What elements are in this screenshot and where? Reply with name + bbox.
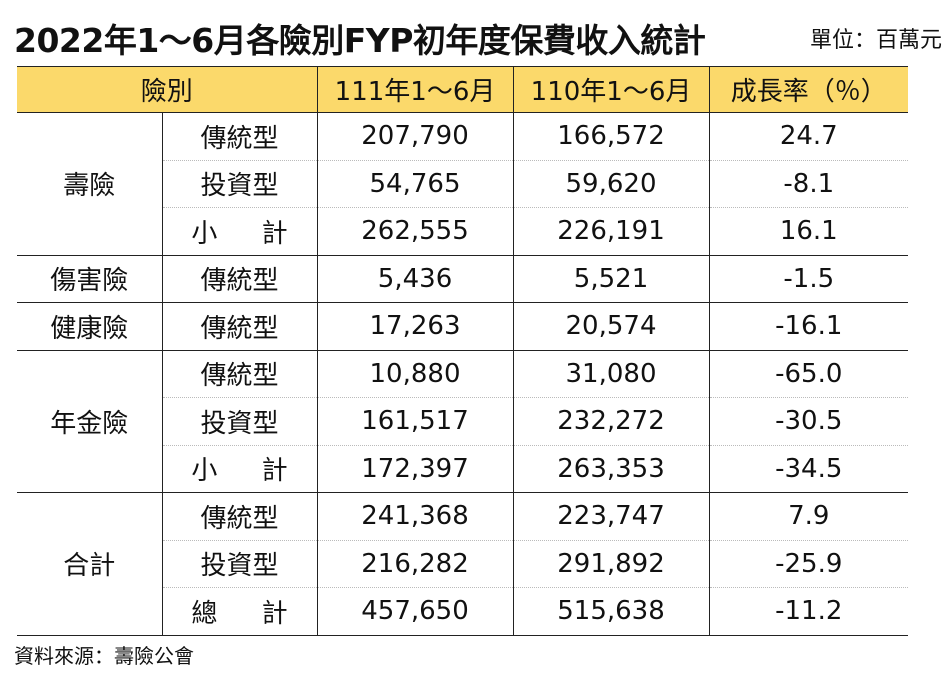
growth-cell: -65.0 xyxy=(708,349,909,398)
type-cell: 小 計 xyxy=(162,207,318,256)
type-label: 小 計 xyxy=(191,456,306,487)
growth-cell: -8.1 xyxy=(708,159,909,208)
source-note: 資料來源：壽險公會 xyxy=(14,644,194,668)
header-110: 110年1～6月 xyxy=(512,66,710,113)
growth-cell: -1.5 xyxy=(708,254,909,303)
value-110-cell: 5,521 xyxy=(512,254,710,303)
type-cell: 傳統型 xyxy=(161,112,318,161)
fyp-table: 險別 111年1～6月 110年1～6月 成長率（％） 壽險 傳統型 207,790… xyxy=(17,66,909,636)
table-header-row: 險別 111年1～6月 110年1～6月 成長率（％） xyxy=(17,66,909,113)
table-row: 總 計 457,650 515,638 -11.2 xyxy=(17,587,909,636)
value-111-cell: 5,436 xyxy=(316,254,514,303)
value-111-cell: 207,790 xyxy=(316,112,514,161)
table-row: 小 計 172,397 263,353 -34.5 xyxy=(17,444,909,493)
header-growth: 成長率（％） xyxy=(708,66,909,113)
value-111-cell: 172,397 xyxy=(316,444,514,493)
growth-cell: 7.9 xyxy=(708,492,909,541)
value-111-cell: 10,880 xyxy=(316,349,514,398)
value-111-cell: 54,765 xyxy=(316,159,514,208)
table-body: 壽險 傳統型 207,790 166,572 24.7 投資型 54,765 59,620 -8… xyxy=(17,112,909,636)
category-cell: 傷害險 xyxy=(17,254,163,303)
value-110-cell: 515,638 xyxy=(512,587,710,636)
value-110-cell: 59,620 xyxy=(512,159,710,208)
type-cell: 傳統型 xyxy=(161,254,318,303)
value-110-cell: 31,080 xyxy=(512,349,710,398)
type-cell: 投資型 xyxy=(162,397,318,446)
value-111-cell: 241,368 xyxy=(316,492,514,541)
table-row: 合計 傳統型 241,368 223,747 7.9 xyxy=(17,492,909,636)
value-110-cell: 232,272 xyxy=(512,397,710,446)
value-111-cell: 17,263 xyxy=(316,302,514,351)
type-label: 小 計 xyxy=(191,218,306,249)
type-cell: 小 計 xyxy=(162,444,318,493)
value-110-cell: 223,747 xyxy=(512,492,710,541)
page-title: 2022年1～6月各險別FYP初年度保費收入統計 xyxy=(14,21,706,60)
value-111-cell: 262,555 xyxy=(316,207,514,256)
value-111-cell: 161,517 xyxy=(316,397,514,446)
header-category: 險別 xyxy=(17,66,318,113)
type-cell: 傳統型 xyxy=(161,492,318,541)
growth-cell: -25.9 xyxy=(708,539,909,588)
type-cell: 傳統型 xyxy=(161,302,318,351)
type-cell: 投資型 xyxy=(162,539,318,588)
value-110-cell: 291,892 xyxy=(512,539,710,588)
value-111-cell: 216,282 xyxy=(316,539,514,588)
table-row: 健康險 傳統型 17,263 20,574 -16.1 xyxy=(17,302,909,351)
unit-label: 單位：百萬元 xyxy=(809,28,942,53)
table-row: 投資型 161,517 232,272 -30.5 xyxy=(17,397,909,446)
growth-cell: 16.1 xyxy=(708,207,909,256)
table-row: 小 計 262,555 226,191 16.1 xyxy=(17,207,909,256)
type-cell: 投資型 xyxy=(162,159,318,208)
growth-cell: -30.5 xyxy=(708,397,909,446)
growth-cell: -34.5 xyxy=(708,444,909,493)
table-row: 投資型 216,282 291,892 -25.9 xyxy=(17,539,909,588)
growth-cell: -16.1 xyxy=(708,302,909,351)
table-row: 年金險 傳統型 10,880 31,080 -65.0 xyxy=(17,349,909,493)
value-110-cell: 166,572 xyxy=(512,112,710,161)
category-cell: 健康險 xyxy=(17,302,163,351)
category-cell: 年金險 xyxy=(17,349,163,493)
value-110-cell: 226,191 xyxy=(512,207,710,256)
value-111-cell: 457,650 xyxy=(316,587,514,636)
table-row: 傷害險 傳統型 5,436 5,521 -1.5 xyxy=(17,254,909,303)
type-label: 總 計 xyxy=(191,598,306,629)
header-111: 111年1～6月 xyxy=(316,66,514,113)
category-cell: 壽險 xyxy=(17,112,163,256)
type-cell: 總 計 xyxy=(162,587,318,636)
growth-cell: -11.2 xyxy=(708,587,909,636)
value-110-cell: 20,574 xyxy=(512,302,710,351)
growth-cell: 24.7 xyxy=(708,112,909,161)
type-cell: 傳統型 xyxy=(161,349,318,398)
value-110-cell: 263,353 xyxy=(512,444,710,493)
category-cell: 合計 xyxy=(17,492,163,636)
table-row: 投資型 54,765 59,620 -8.1 xyxy=(17,159,909,208)
table-row: 壽險 傳統型 207,790 166,572 24.7 xyxy=(17,112,909,256)
